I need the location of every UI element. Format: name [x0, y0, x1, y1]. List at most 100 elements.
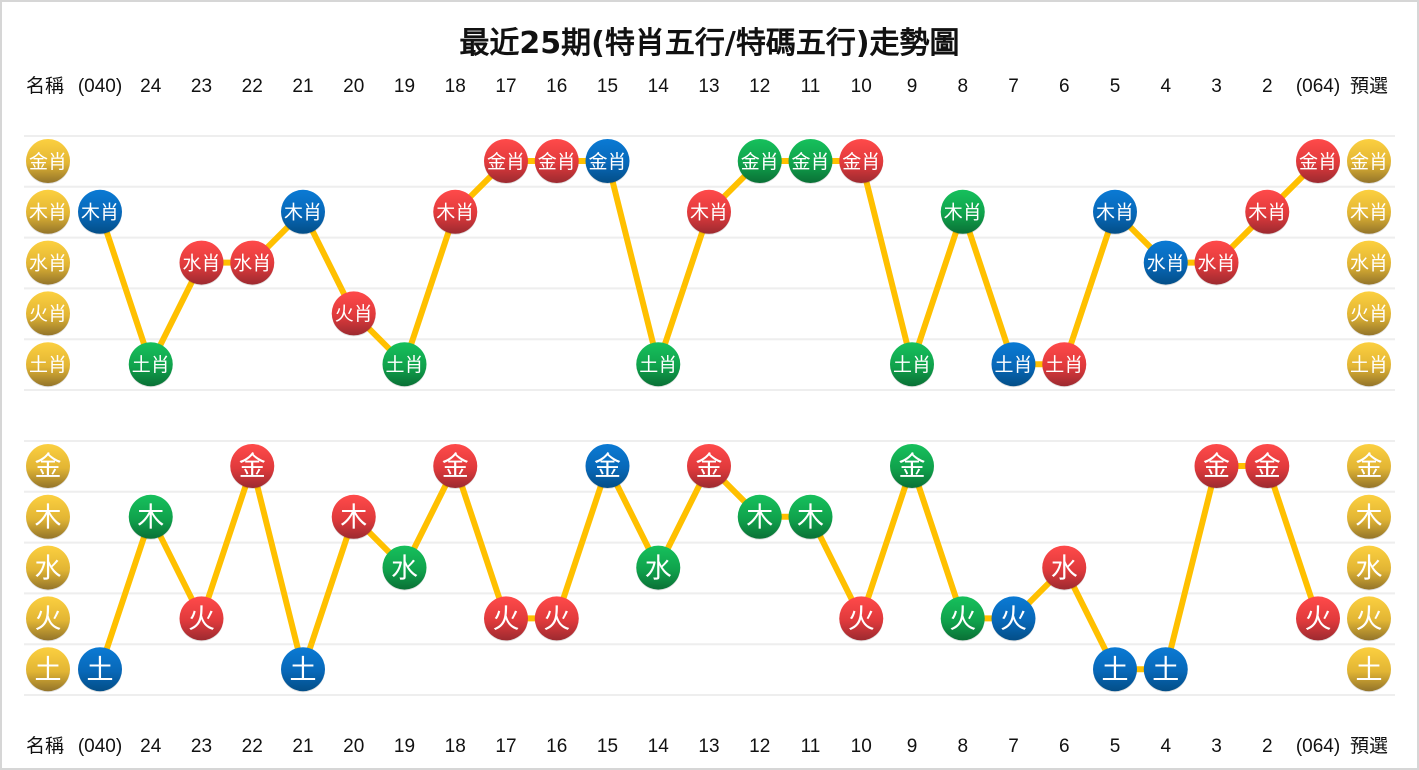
ball-gold	[26, 494, 70, 539]
ball-text: 土	[1152, 655, 1179, 686]
ball-red	[484, 596, 528, 641]
row-label-ball: 金	[26, 444, 70, 489]
data-point: 火肖	[331, 291, 376, 337]
ball-red	[1194, 444, 1239, 488]
ball-gold	[1347, 342, 1391, 387]
data-point: 土肖	[128, 342, 173, 388]
ball-text: 水	[1356, 553, 1383, 584]
ball-text: 木	[1356, 503, 1383, 534]
ball-gold	[1347, 647, 1391, 692]
name-label: 名稱	[26, 75, 64, 97]
column-label: 21	[292, 736, 313, 757]
data-point: 火	[534, 596, 579, 642]
ball-green	[788, 139, 833, 183]
ball-text: 水	[645, 553, 672, 584]
ball-text: 土肖	[132, 354, 170, 376]
column-label: 3	[1211, 736, 1222, 757]
ball-red	[230, 240, 275, 285]
ball-text: 水肖	[233, 252, 271, 274]
name-label: 名稱	[26, 735, 64, 757]
ball-text: 金	[442, 452, 469, 483]
ball-text: 土	[290, 655, 317, 686]
ball-text: 木肖	[29, 202, 67, 224]
ball-text: 土肖	[1045, 354, 1083, 376]
data-point: 金肖	[1296, 139, 1340, 184]
data-point: 水肖	[230, 240, 275, 286]
data-point: 金	[230, 444, 275, 489]
column-label: 7	[1008, 736, 1019, 757]
data-point: 木肖	[78, 189, 122, 235]
ball-blue	[585, 444, 630, 488]
data-point: 木肖	[687, 189, 731, 235]
data-point: 土	[78, 647, 122, 693]
ball-gold	[26, 545, 70, 590]
column-label: 8	[957, 736, 968, 757]
ball-red	[484, 139, 528, 183]
ball-blue	[78, 647, 122, 692]
ball-text: 金肖	[588, 151, 626, 173]
ball-text: 木	[797, 503, 824, 534]
data-point: 木	[128, 494, 173, 540]
ball-red	[179, 240, 224, 285]
column-label: (040)	[78, 736, 122, 757]
ball-red	[1245, 444, 1290, 488]
column-label: 14	[648, 76, 670, 97]
ball-text: 木肖	[690, 202, 728, 224]
ball-red	[534, 596, 579, 641]
ball-blue	[281, 647, 325, 692]
data-point: 金肖	[534, 139, 579, 184]
column-label: 12	[749, 736, 770, 757]
data-point: 土	[281, 647, 325, 693]
ball-text: 土肖	[1350, 354, 1388, 376]
preselect-ball: 火	[1347, 596, 1391, 642]
column-label: 13	[698, 76, 719, 97]
column-label: 24	[140, 76, 162, 97]
data-point: 火	[179, 596, 224, 642]
column-label: 17	[495, 76, 516, 97]
ball-text: 木肖	[81, 202, 119, 224]
ball-green	[737, 139, 782, 183]
data-point: 火	[484, 596, 528, 642]
data-point: 金肖	[585, 139, 630, 184]
preselect-ball: 金	[1347, 444, 1391, 489]
ball-text: 火	[949, 604, 976, 635]
ball-text: 木肖	[1096, 202, 1134, 224]
preselect-ball: 木肖	[1347, 189, 1391, 235]
column-label: 6	[1059, 76, 1070, 97]
ball-gold	[26, 444, 70, 488]
ball-text: 火肖	[335, 303, 373, 325]
ball-green	[737, 494, 782, 539]
ball-text: 金肖	[29, 151, 67, 173]
data-point: 金肖	[788, 139, 833, 184]
column-label: 7	[1008, 76, 1019, 97]
ball-text: 土肖	[29, 354, 67, 376]
data-point: 木	[331, 494, 376, 540]
ball-text: 水肖	[1147, 252, 1185, 274]
ball-text: 金肖	[842, 151, 880, 173]
ball-text: 水肖	[29, 252, 67, 274]
ball-blue	[1143, 647, 1188, 692]
column-label: 13	[698, 736, 719, 757]
ball-red	[534, 139, 579, 183]
ball-green	[636, 342, 681, 387]
ball-text: 金	[1203, 452, 1230, 483]
data-point: 金	[585, 444, 630, 489]
ball-text: 土肖	[893, 354, 931, 376]
ball-text: 土肖	[639, 354, 677, 376]
ball-text: 金	[35, 452, 62, 483]
column-label: (040)	[78, 76, 122, 97]
column-label: 3	[1211, 76, 1222, 97]
column-label: 5	[1110, 736, 1121, 757]
data-point: 土肖	[890, 342, 934, 388]
column-label: 5	[1110, 76, 1121, 97]
ball-text: 金肖	[1299, 151, 1337, 173]
ball-text: 木肖	[944, 202, 982, 224]
ball-text: 金	[1356, 452, 1383, 483]
ball-text: 水	[35, 553, 62, 584]
column-label: 15	[597, 736, 618, 757]
ball-text: 火	[1000, 604, 1027, 635]
ball-text: 金	[239, 452, 266, 483]
preselect-ball: 土	[1347, 647, 1391, 693]
ball-green	[382, 545, 427, 590]
ball-gold	[26, 240, 70, 285]
